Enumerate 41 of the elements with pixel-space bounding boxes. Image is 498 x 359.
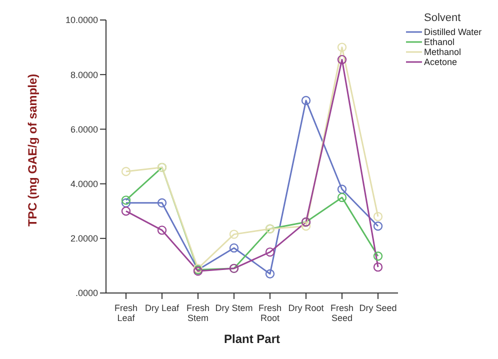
legend-label: Distilled Water <box>424 27 482 37</box>
point <box>229 230 239 239</box>
y-tick-label: 10.0000 <box>65 15 98 26</box>
point <box>157 226 167 235</box>
point <box>337 192 347 202</box>
legend-label: Ethanol <box>424 37 455 47</box>
point <box>121 206 131 216</box>
x-axis-title: Plant Part <box>224 332 280 346</box>
x-tick-label: Fresh Seed <box>330 303 354 323</box>
point <box>157 198 167 208</box>
y-tick-label: 8.0000 <box>70 70 98 80</box>
x-tick-label: Dry Leaf <box>144 303 180 313</box>
y-tick-label: 4.0000 <box>70 178 98 189</box>
point <box>373 262 383 272</box>
y-tick-label: 6.0000 <box>70 124 98 134</box>
point <box>265 269 275 278</box>
point <box>373 222 383 231</box>
point <box>373 252 383 261</box>
point <box>373 212 383 222</box>
point <box>337 54 347 64</box>
x-tick-label: Fresh Leaf <box>114 303 138 323</box>
y-axis-title: TPC (mg GAE/g of sample) <box>25 74 40 226</box>
y-tick-label: .0000 <box>75 288 98 298</box>
point <box>121 196 131 205</box>
point <box>301 222 311 231</box>
x-tick-label: Dry Stem <box>215 303 253 313</box>
y-tick-label: 2.0000 <box>70 234 98 244</box>
point <box>337 184 347 194</box>
point <box>337 42 347 52</box>
point <box>121 166 131 176</box>
point <box>229 243 239 253</box>
point <box>301 96 311 106</box>
x-tick-label: Fresh Stem <box>186 303 210 323</box>
x-tick-label: Dry Seed <box>359 303 397 313</box>
legend-title: Solvent <box>424 12 462 24</box>
legend-label: Methanol <box>424 47 462 57</box>
x-tick-label: Dry Root <box>288 303 324 313</box>
x-tick-label: Fresh Root <box>258 303 282 323</box>
point <box>121 198 131 208</box>
point <box>265 247 275 257</box>
legend-label: Acetone <box>424 57 458 67</box>
